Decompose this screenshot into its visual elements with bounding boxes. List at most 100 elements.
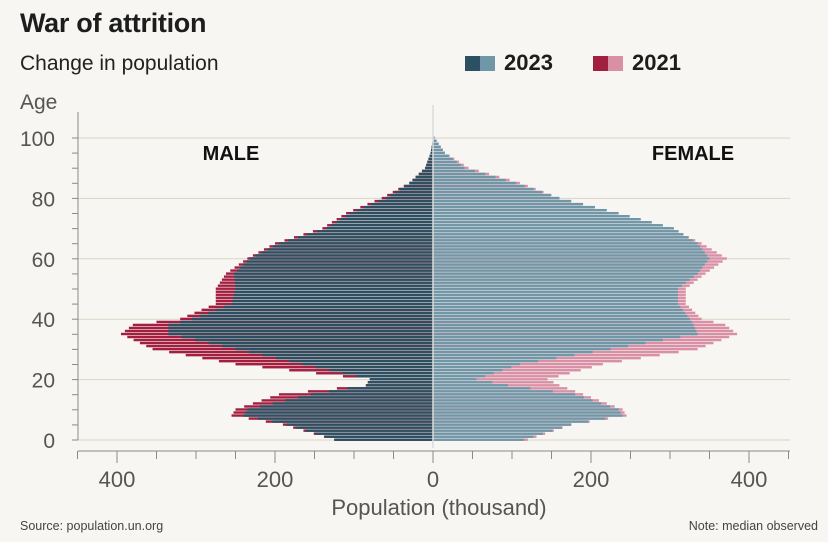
bar-2023-male-age-88 [418,172,433,176]
bar-2023-female-age-69 [433,230,679,233]
bar-2023-male-age-20 [369,378,433,381]
bar-2023-male-age-87 [415,175,433,179]
bar-2023-male-age-33 [195,338,433,342]
bar-2023-female-age-25 [433,362,520,366]
bar-2023-male-age-61 [255,254,433,257]
bar-2023-female-age-73 [433,218,641,221]
bar-2023-male-age-82 [395,190,433,194]
bar-2023-male-age-85 [409,181,433,185]
bar-2023-female-age-0 [433,438,524,441]
bar-2023-male-age-11 [259,405,433,408]
bar-2023-male-age-23 [329,369,433,372]
bar-2023-female-age-42 [433,311,686,315]
bar-2023-male-age-22 [342,372,433,375]
legend-swatch-2023-female [480,55,495,71]
y-tick-label: 0 [43,430,55,453]
bar-2023-male-age-49 [234,290,433,293]
bar-2023-male-age-65 [278,242,433,245]
bar-2023-female-age-95 [433,151,445,155]
bar-2023-male-age-3 [305,429,433,432]
bar-2023-female-age-18 [433,384,509,387]
bar-2023-female-age-8 [433,414,623,417]
bar-2023-male-age-89 [421,169,433,173]
legend-item-2021: 2021 [593,50,681,76]
bar-2023-male-age-84 [404,184,433,188]
bar-2023-male-age-34 [181,335,433,339]
bar-2023-male-age-67 [297,236,433,239]
bar-2023-female-age-80 [433,196,560,200]
bar-2023-male-age-1 [324,435,433,438]
bar-2023-male-age-95 [430,151,433,155]
bar-2023-female-age-51 [433,284,682,287]
bar-2023-female-age-91 [433,163,461,167]
bar-2023-male-age-45 [231,302,433,306]
bar-2023-male-age-35 [168,332,433,336]
bar-2023-female-age-20 [433,378,477,381]
bar-2023-female-age-97 [433,145,441,148]
bar-2023-male-age-50 [235,287,433,290]
bar-2021-female-age-21 [433,375,559,378]
bar-2023-female-age-32 [433,341,646,345]
bar-2023-male-age-42 [207,311,433,315]
bar-2023-female-age-37 [433,326,696,330]
bar-2023-female-age-7 [433,417,606,420]
bar-2023-male-age-73 [340,218,433,221]
bar-2021-female-age-22 [433,372,570,375]
bar-2023-male-age-92 [427,160,433,164]
legend-swatch-2021-male [593,55,608,71]
bar-2023-male-age-25 [302,362,433,366]
bar-2023-male-age-70 [326,227,433,230]
bar-2023-female-age-66 [433,239,693,242]
bar-2023-female-age-11 [433,405,610,408]
bar-2023-male-age-62 [261,251,433,254]
bar-2023-male-age-17 [347,387,433,390]
bar-2023-male-age-0 [334,438,433,441]
bar-2023-male-age-54 [234,275,433,278]
bar-2023-female-age-89 [433,169,475,173]
bar-2023-female-age-41 [433,314,688,318]
bar-2021-female-age-23 [433,369,581,372]
bar-2023-male-age-27 [275,356,433,360]
bar-2023-male-age-51 [235,284,433,287]
bar-2023-female-age-12 [433,402,602,405]
bar-2023-male-age-74 [345,215,433,218]
bar-2023-male-age-68 [307,233,433,236]
bar-2023-male-age-21 [356,375,433,378]
bar-2023-male-age-32 [208,341,433,345]
bar-2023-male-age-91 [426,163,433,167]
bar-2023-female-age-86 [433,178,506,182]
bar-2023-male-age-2 [315,432,433,435]
bar-2023-male-age-44 [223,305,433,309]
bar-2023-male-age-69 [316,230,433,233]
bar-2023-male-age-39 [180,320,433,324]
bar-2023-female-age-23 [433,369,503,372]
bar-2023-female-age-68 [433,233,684,236]
bar-2023-male-age-10 [247,408,433,411]
bar-2023-male-age-4 [296,426,433,429]
bar-2023-female-age-1 [433,435,534,438]
bar-2023-female-age-75 [433,211,619,215]
bar-2023-male-age-76 [357,208,433,212]
bar-2023-male-age-52 [234,281,433,284]
bar-2023-female-age-35 [433,332,698,336]
bar-2023-female-age-19 [433,381,493,384]
bar-2023-female-age-87 [433,175,496,179]
bar-2023-male-age-60 [249,257,433,260]
bar-2023-female-age-92 [433,160,457,164]
bar-2023-male-age-96 [431,148,433,151]
bar-2023-male-age-90 [425,166,433,170]
bar-2023-female-age-47 [433,296,678,299]
x-tick-label: 200 [257,467,294,492]
bar-2023-male-age-55 [233,272,433,275]
bar-2023-female-age-48 [433,293,678,296]
bar-2023-male-age-58 [243,263,433,266]
y-tick-label: 40 [32,309,55,332]
legend-swatch-2021-female [608,55,623,71]
bar-2023-female-age-53 [433,278,690,281]
bar-2023-male-age-7 [257,417,433,420]
bar-2023-male-age-24 [316,366,433,369]
x-tick-label: 400 [731,467,768,492]
bar-2023-male-age-77 [364,205,433,209]
bar-2023-female-age-70 [433,227,674,230]
bar-2023-male-age-83 [399,187,433,191]
